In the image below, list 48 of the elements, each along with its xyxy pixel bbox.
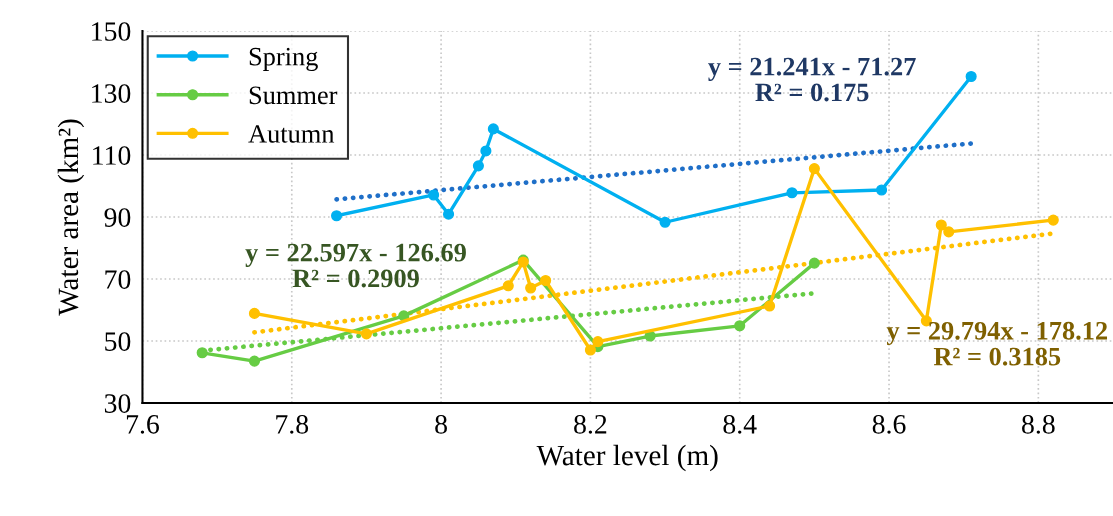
annotation: y = 22.597x - 126.69 R² = 0.2909 bbox=[245, 243, 466, 288]
annotation: y = 21.241x - 71.27 R² = 0.175 bbox=[708, 57, 916, 102]
point bbox=[428, 189, 440, 201]
legend-label: Autumn bbox=[248, 125, 335, 143]
point bbox=[808, 163, 820, 175]
point bbox=[935, 219, 947, 231]
legend-label: Spring bbox=[249, 47, 318, 71]
y-tick-label: 110 bbox=[93, 146, 131, 165]
y-tick-label: 150 bbox=[92, 22, 131, 41]
point bbox=[786, 187, 798, 199]
point bbox=[472, 160, 484, 172]
point bbox=[943, 226, 955, 238]
point bbox=[487, 123, 499, 135]
point bbox=[442, 208, 455, 220]
point bbox=[764, 300, 776, 312]
point bbox=[734, 320, 746, 332]
point bbox=[540, 274, 552, 287]
point bbox=[480, 145, 492, 157]
legend-label: Summer bbox=[249, 86, 338, 105]
point bbox=[659, 216, 671, 228]
point bbox=[525, 282, 537, 294]
point bbox=[876, 184, 888, 196]
point bbox=[196, 347, 208, 359]
point bbox=[248, 307, 261, 319]
point bbox=[360, 328, 372, 340]
point bbox=[248, 355, 261, 367]
point bbox=[592, 336, 604, 348]
point bbox=[502, 280, 514, 292]
point bbox=[331, 210, 343, 222]
x-tick-label: 8.2 bbox=[574, 414, 607, 434]
x-tick-label: 7.6 bbox=[126, 414, 159, 434]
point bbox=[1047, 214, 1059, 226]
point bbox=[965, 70, 977, 83]
x-tick-label: 8.8 bbox=[1022, 414, 1055, 434]
y-tick-label: 70 bbox=[105, 270, 131, 289]
y-tick-label: 30 bbox=[104, 394, 131, 413]
y-tick-label: 90 bbox=[104, 208, 131, 227]
x-tick-label: 7.8 bbox=[276, 414, 309, 434]
x-tick-label: 8 bbox=[435, 414, 447, 434]
point bbox=[808, 257, 820, 269]
annotation: y = 29.794x - 178.12 R² = 0.3185 bbox=[886, 321, 1108, 366]
y-tick-label: 130 bbox=[92, 84, 131, 103]
y-axis-title: Water area (km²) bbox=[57, 119, 85, 316]
x-axis-title: Water level (m) bbox=[536, 444, 718, 472]
x-tick-label: 8.4 bbox=[723, 414, 757, 434]
x-tick-label: 8.6 bbox=[872, 414, 906, 434]
y-tick-label: 50 bbox=[105, 332, 131, 351]
point bbox=[584, 344, 596, 356]
